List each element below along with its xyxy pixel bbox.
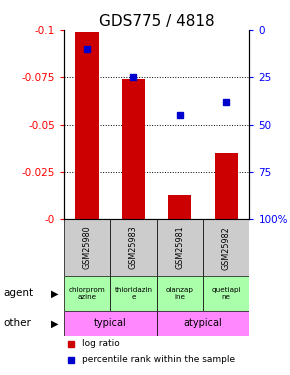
Bar (122, 79, 145, 219)
Bar (64, 276, 110, 311)
Bar (75, 32, 99, 219)
Title: GDS775 / 4818: GDS775 / 4818 (99, 14, 214, 29)
Text: atypical: atypical (184, 318, 222, 328)
Bar (110, 276, 157, 311)
Bar (168, 195, 191, 219)
Text: GSM25983: GSM25983 (129, 226, 138, 270)
Text: GSM25980: GSM25980 (82, 226, 92, 270)
Text: agent: agent (3, 288, 33, 298)
Text: chlorprom
azine: chlorprom azine (69, 287, 105, 300)
Bar (203, 219, 249, 276)
Text: other: other (3, 318, 31, 328)
Text: olanzap
ine: olanzap ine (166, 287, 194, 300)
Bar (215, 153, 238, 219)
Text: GSM25981: GSM25981 (175, 226, 184, 270)
Text: ▶: ▶ (51, 288, 58, 298)
Bar (157, 276, 203, 311)
Bar (157, 311, 249, 336)
Text: GSM25982: GSM25982 (222, 226, 231, 270)
Text: percentile rank within the sample: percentile rank within the sample (82, 355, 235, 364)
Bar (64, 219, 110, 276)
Text: thioridazin
e: thioridazin e (114, 287, 153, 300)
Bar (110, 219, 157, 276)
Bar (203, 276, 249, 311)
Text: quetiapi
ne: quetiapi ne (211, 287, 241, 300)
Bar (157, 219, 203, 276)
Text: typical: typical (94, 318, 126, 328)
Bar (64, 311, 157, 336)
Text: ▶: ▶ (51, 318, 58, 328)
Text: log ratio: log ratio (82, 339, 120, 348)
